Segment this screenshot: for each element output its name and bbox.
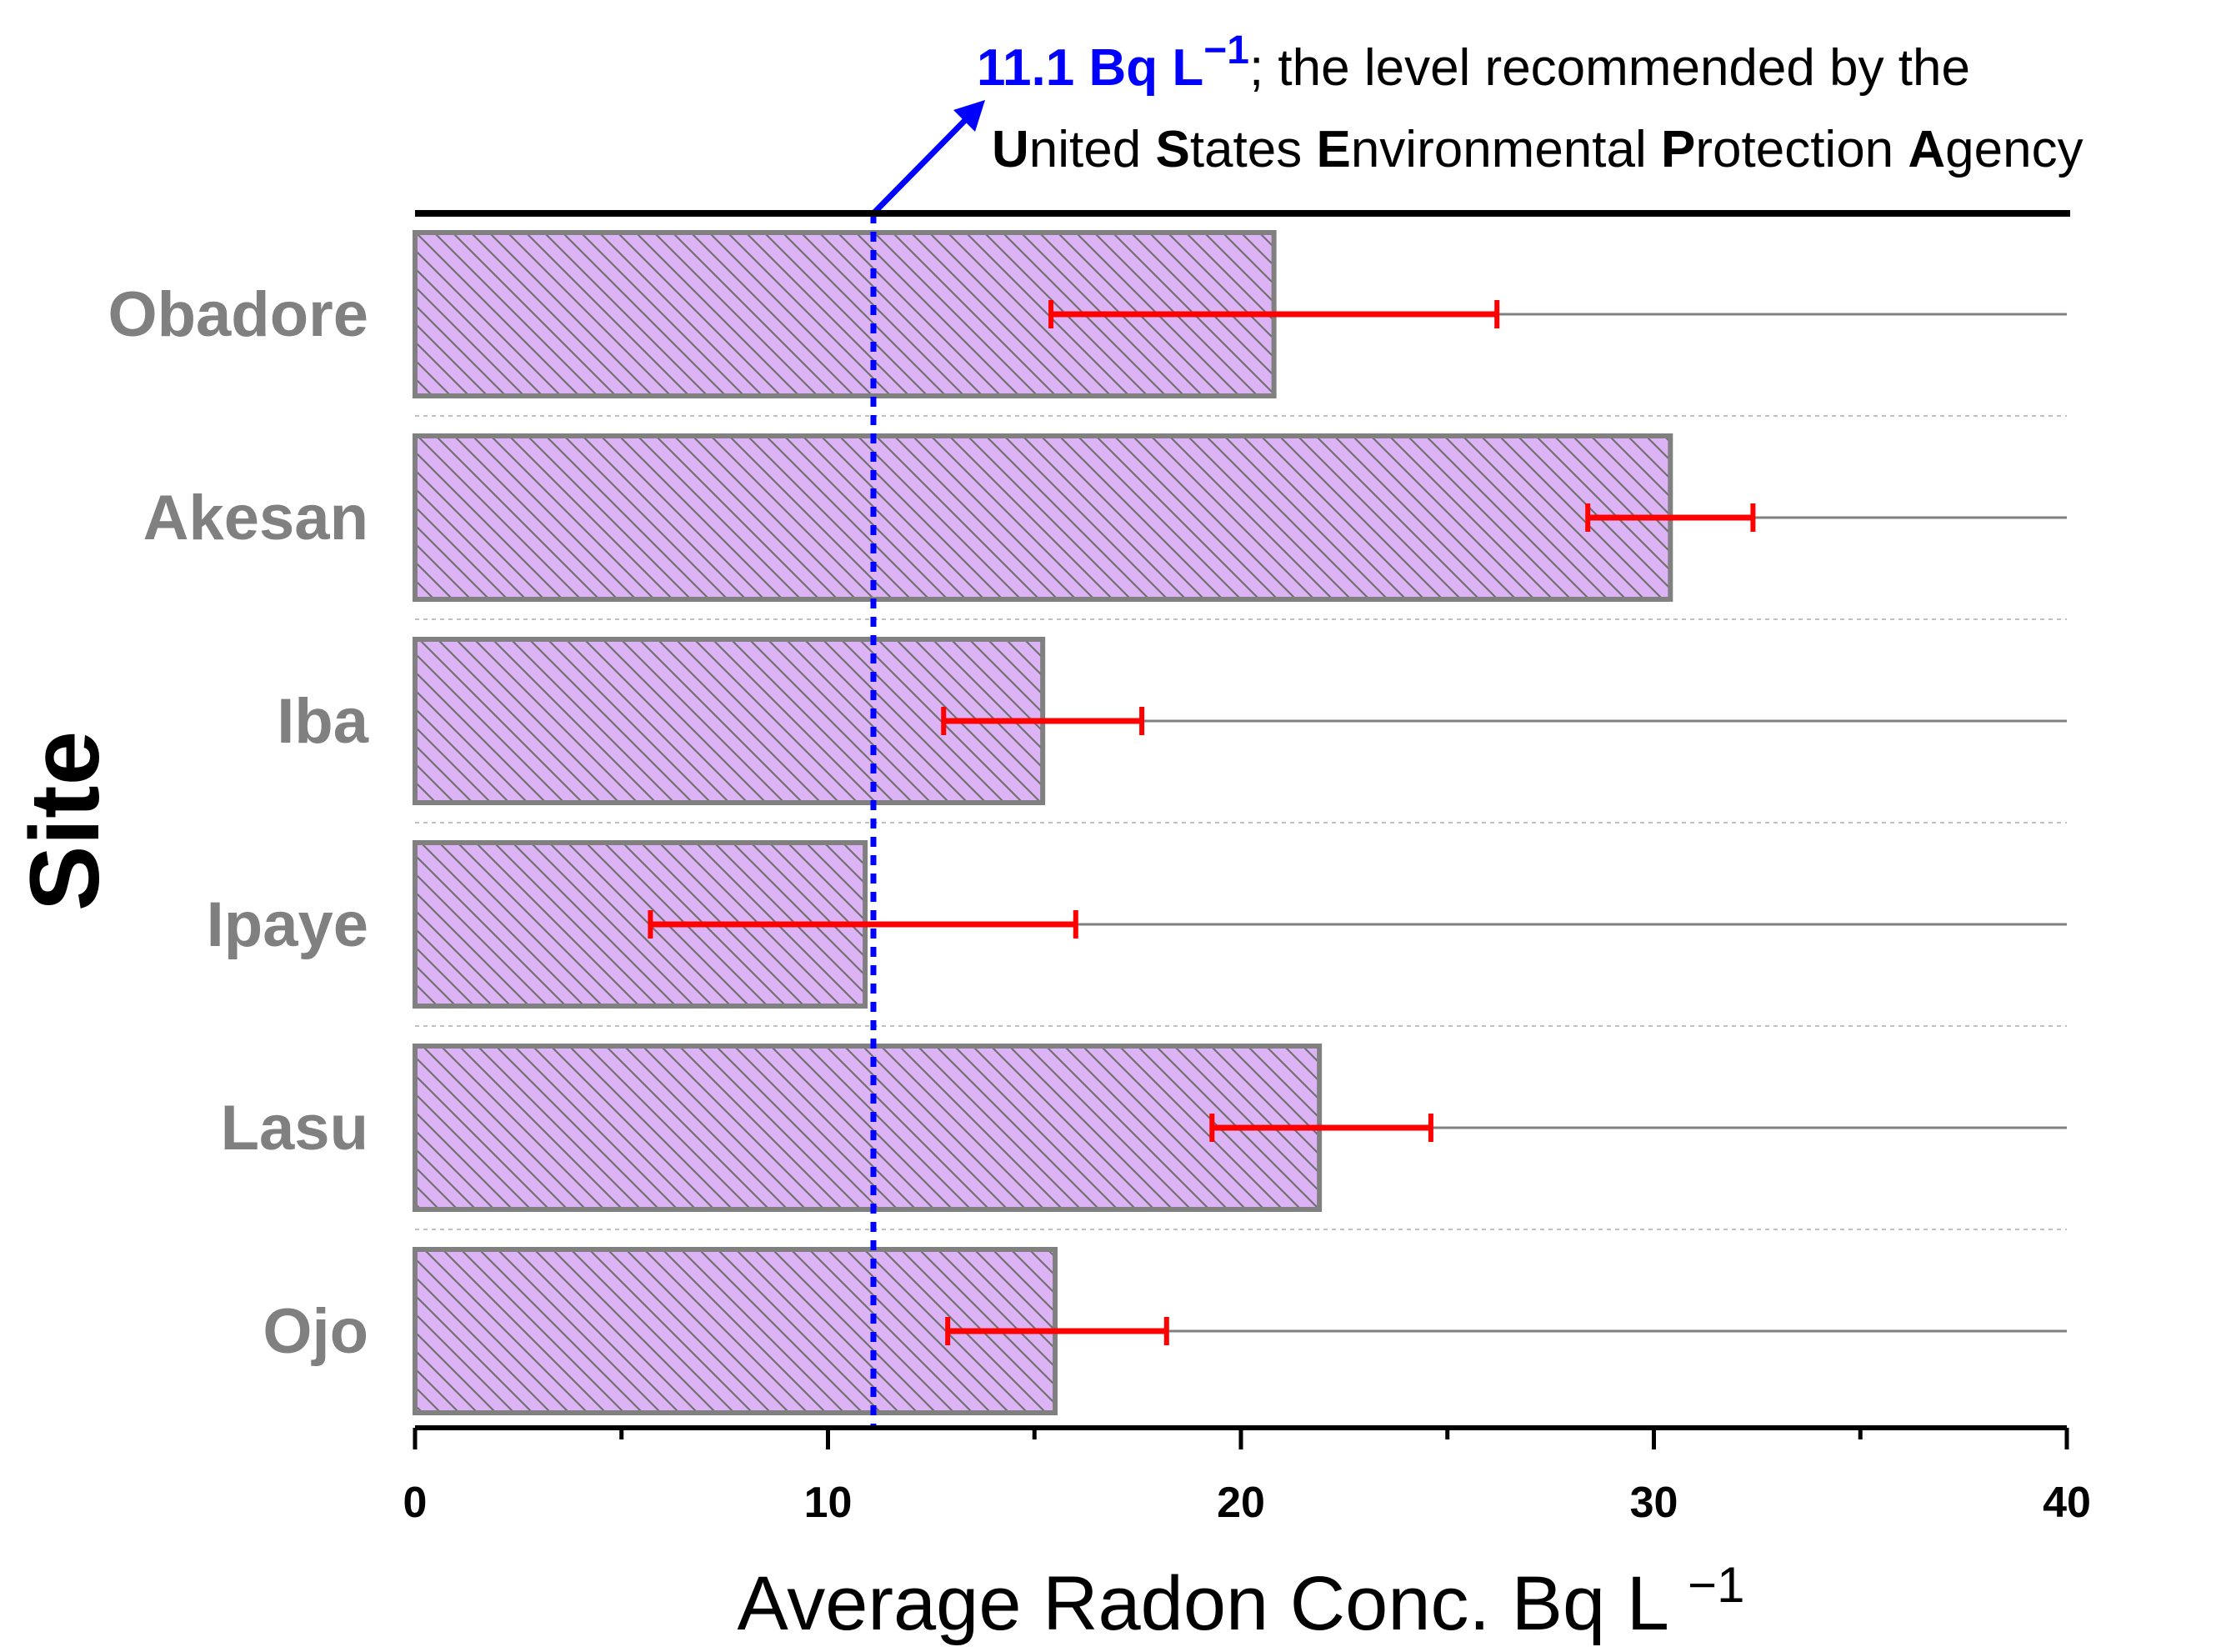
y-axis-title: Site [10, 731, 120, 911]
epa-annotation-line1: 11.1 Bq L−1; the level recommended by th… [977, 28, 1970, 98]
site-label-ipaye: Ipaye [207, 889, 368, 960]
site-label-akesan: Akesan [143, 483, 368, 553]
epa-arrow-head [953, 100, 985, 132]
agency-word-rest: gency [1945, 121, 2083, 178]
site-label-ojo: Ojo [263, 1296, 368, 1367]
agency-word-rest: tates [1190, 121, 1317, 178]
site-label-obadore: Obadore [108, 279, 369, 350]
epa-annotation-line2: United States Environmental Protection A… [992, 121, 2083, 178]
x-tick-label: 40 [2043, 1479, 2091, 1527]
x-axis-title-sup: −1 [1688, 1557, 1744, 1613]
agency-initial: A [1908, 121, 1945, 178]
agency-word-rest: nvironmental [1351, 121, 1661, 178]
x-axis-title-main: Average Radon Conc. Bq L [738, 1561, 1688, 1646]
x-tick-label: 10 [804, 1479, 853, 1527]
bar-akesan [413, 433, 1673, 602]
agency-initial: P [1661, 121, 1695, 178]
agency-initial: S [1155, 121, 1189, 178]
x-axis-title: Average Radon Conc. Bq L −1 [738, 1557, 1745, 1647]
agency-word-rest: nited [1029, 121, 1156, 178]
agency-initial: U [992, 121, 1029, 178]
bar-lasu [413, 1044, 1323, 1212]
epa-annotation-rest: ; the level recommended by the [1249, 39, 1970, 97]
epa-arrow-shaft [871, 106, 979, 216]
site-label-iba: Iba [277, 686, 369, 757]
epa-value-sup: −1 [1203, 28, 1249, 73]
site-label-lasu: Lasu [221, 1093, 368, 1164]
x-tick-label: 0 [403, 1479, 428, 1527]
agency-initial: E [1316, 121, 1350, 178]
agency-word-rest: rotection [1695, 121, 1908, 178]
epa-value: 11.1 Bq L [977, 39, 1203, 97]
x-tick-label: 30 [1630, 1479, 1678, 1527]
bar-iba [413, 637, 1046, 805]
x-tick-label: 20 [1217, 1479, 1265, 1527]
